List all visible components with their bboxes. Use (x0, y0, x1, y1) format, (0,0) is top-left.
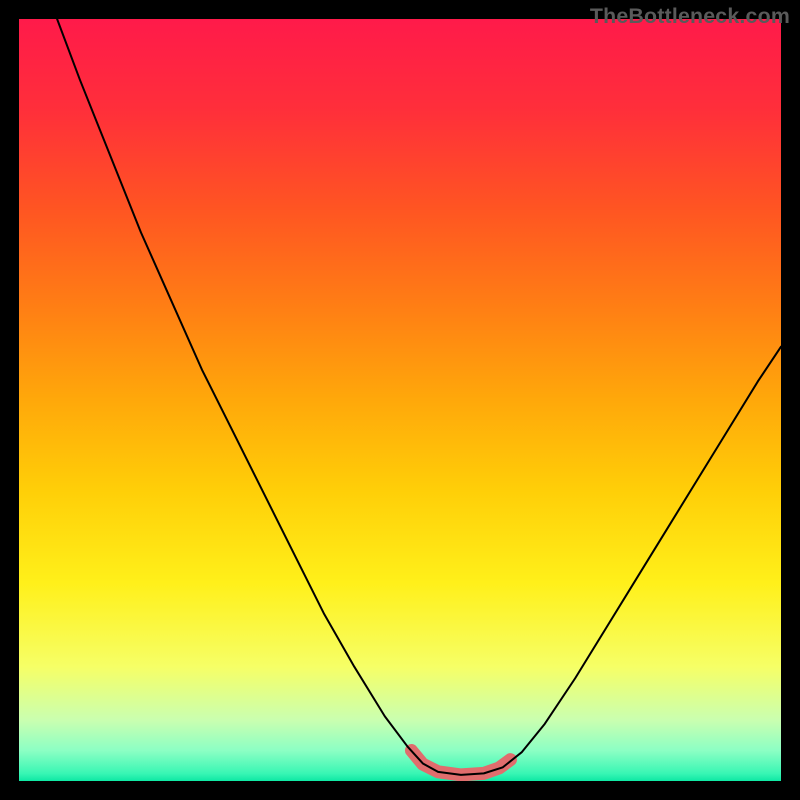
chart-gradient-background (19, 19, 781, 781)
bottleneck-curve-chart (0, 0, 800, 800)
watermark-text: TheBottleneck.com (590, 4, 790, 29)
chart-container: TheBottleneck.com (0, 0, 800, 800)
